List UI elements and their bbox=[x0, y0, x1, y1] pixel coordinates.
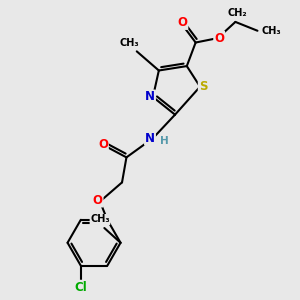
Text: CH₂: CH₂ bbox=[227, 8, 247, 18]
Text: O: O bbox=[214, 32, 224, 45]
Text: CH₃: CH₃ bbox=[262, 26, 281, 36]
Text: O: O bbox=[98, 138, 108, 151]
Text: O: O bbox=[177, 16, 188, 29]
Text: Cl: Cl bbox=[74, 281, 87, 294]
Text: N: N bbox=[145, 91, 155, 103]
Text: H: H bbox=[160, 136, 169, 146]
Text: O: O bbox=[93, 194, 103, 207]
Text: CH₃: CH₃ bbox=[90, 214, 110, 224]
Text: N: N bbox=[145, 132, 155, 145]
Text: S: S bbox=[199, 80, 207, 93]
Text: CH₃: CH₃ bbox=[120, 38, 139, 48]
